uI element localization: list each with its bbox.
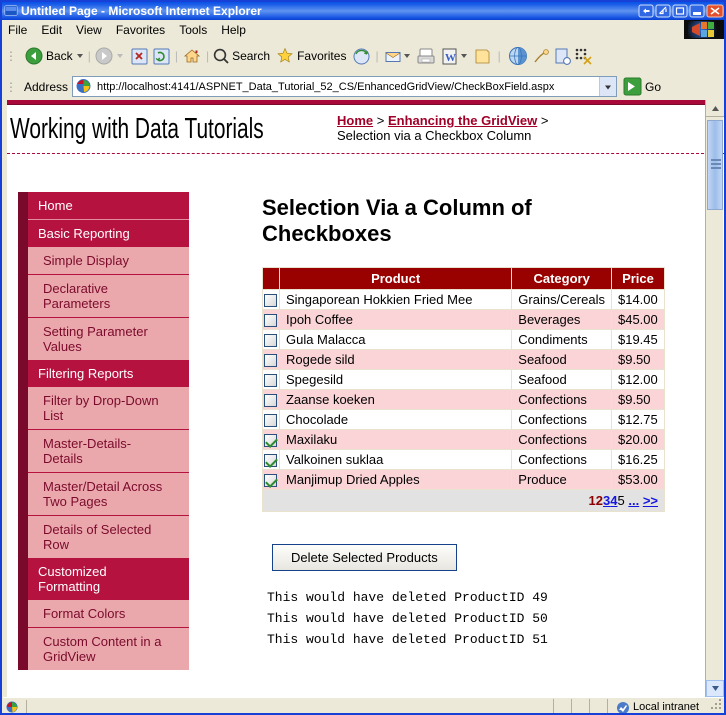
svg-text:W: W [445,52,456,64]
